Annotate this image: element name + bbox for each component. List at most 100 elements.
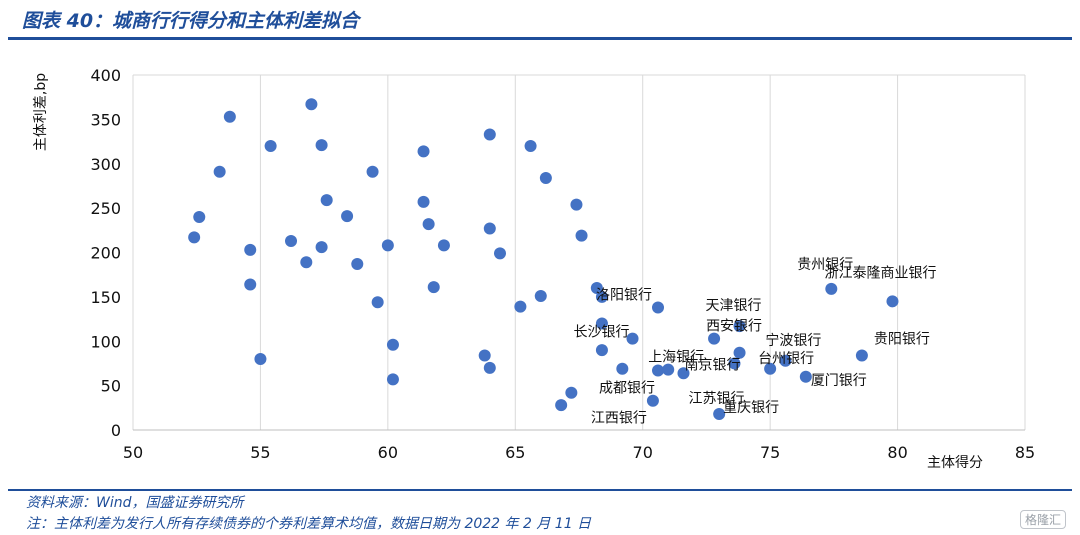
- scatter-point: [825, 282, 838, 295]
- title-divider: [8, 37, 1072, 40]
- point-label: 贵阳银行: [874, 331, 930, 347]
- point-label: 成都银行: [599, 381, 655, 397]
- scatter-point: [855, 349, 868, 362]
- scatter-point: [524, 140, 537, 152]
- x-tick-label: 85: [1015, 443, 1035, 462]
- x-tick-label: 60: [378, 443, 398, 462]
- scatter-point: [493, 247, 506, 260]
- scatter-point: [646, 394, 659, 407]
- scatter-point: [193, 211, 206, 223]
- footnote: 注：主体利差为发行人所有存续债券的个券利差算术均值，数据日期为 2022 年 2…: [26, 516, 592, 532]
- scatter-point: [483, 222, 496, 235]
- y-tick-label: 300: [90, 155, 121, 174]
- y-tick-label: 150: [90, 288, 121, 307]
- data-points: [188, 98, 899, 421]
- point-label: 厦门银行: [811, 373, 867, 389]
- point-label: 浙江泰隆商业银行: [824, 265, 936, 281]
- scatter-point: [264, 140, 277, 152]
- scatter-point: [478, 349, 491, 362]
- scatter-point: [417, 145, 430, 158]
- scatter-point: [417, 195, 430, 208]
- scatter-point: [422, 218, 435, 231]
- scatter-point: [590, 282, 603, 294]
- x-tick-label: 50: [123, 443, 143, 462]
- scatter-point: [616, 362, 629, 375]
- scatter-point: [534, 289, 547, 302]
- scatter-point: [315, 241, 328, 254]
- y-tick-label: 250: [90, 199, 121, 218]
- scatter-point: [575, 229, 588, 242]
- point-label: 洛阳银行: [596, 288, 652, 304]
- scatter-point: [300, 256, 313, 269]
- scatter-point: [595, 317, 608, 330]
- scatter-point: [514, 300, 527, 313]
- scatter-point: [351, 258, 364, 271]
- watermark-logo: 格隆汇: [1019, 510, 1066, 529]
- scatter-point: [341, 210, 354, 223]
- scatter-point: [728, 357, 741, 370]
- x-axis-label: 主体得分: [927, 454, 983, 471]
- scatter-point: [366, 165, 379, 178]
- footer-divider: [8, 489, 1072, 491]
- y-tick-label: 100: [90, 332, 121, 351]
- scatter-point: [285, 234, 298, 247]
- point-label: 西安银行: [706, 319, 762, 335]
- x-tick-label: 65: [505, 443, 525, 462]
- point-label: 南京银行: [684, 357, 740, 373]
- point-label: 天津银行: [706, 298, 762, 314]
- y-tick-label: 200: [90, 244, 121, 263]
- grid-lines: [132, 74, 1026, 430]
- scatter-point: [223, 110, 236, 123]
- x-tick-label: 80: [887, 443, 907, 462]
- point-label: 上海银行: [648, 350, 704, 366]
- scatter-point: [708, 332, 721, 345]
- scatter-point: [713, 408, 726, 421]
- scatter-point: [244, 278, 257, 291]
- scatter-point: [662, 363, 675, 376]
- scatter-point: [539, 171, 552, 184]
- x-tick-label: 70: [633, 443, 653, 462]
- scatter-point: [652, 301, 665, 314]
- scatter-point: [799, 370, 812, 383]
- point-label: 江西银行: [591, 411, 647, 427]
- scatter-point: [677, 367, 690, 380]
- scatter-point: [779, 354, 792, 367]
- y-tick-label: 0: [111, 421, 121, 440]
- scatter-point: [764, 362, 777, 375]
- scatter-point: [595, 344, 608, 357]
- scatter-point: [315, 139, 328, 152]
- point-label: 贵州银行: [797, 257, 853, 273]
- x-tick-label: 55: [250, 443, 270, 462]
- scatter-point: [254, 353, 267, 365]
- scatter-point: [437, 239, 450, 252]
- scatter-point: [483, 361, 496, 374]
- point-label: 台州银行: [758, 351, 814, 367]
- scatter-point: [381, 239, 394, 252]
- y-axis-label: 主体利差,bp: [33, 73, 49, 151]
- scatter-point: [733, 320, 746, 333]
- scatter-point: [427, 281, 440, 294]
- scatter-point: [626, 332, 639, 345]
- scatter-point: [595, 290, 608, 303]
- point-label: 长沙银行: [574, 325, 630, 341]
- source-note: 资料来源：Wind，国盛证券研究所: [26, 495, 244, 511]
- y-tick-label: 50: [101, 377, 121, 396]
- scatter-point: [188, 231, 201, 244]
- point-label: 重庆银行: [723, 400, 779, 416]
- x-tick-label: 75: [760, 443, 780, 462]
- scatter-point: [320, 194, 333, 207]
- point-label: 江苏银行: [688, 391, 744, 407]
- scatter-point: [386, 338, 399, 351]
- scatter-point: [213, 165, 226, 178]
- scatter-point: [652, 364, 665, 377]
- scatter-point: [244, 243, 257, 256]
- scatter-point: [555, 399, 568, 412]
- point-label: 宁波银行: [765, 332, 821, 349]
- y-tick-label: 400: [90, 66, 121, 85]
- y-tick-label: 350: [90, 110, 121, 129]
- scatter-point: [565, 386, 578, 399]
- scatter-point: [371, 296, 384, 309]
